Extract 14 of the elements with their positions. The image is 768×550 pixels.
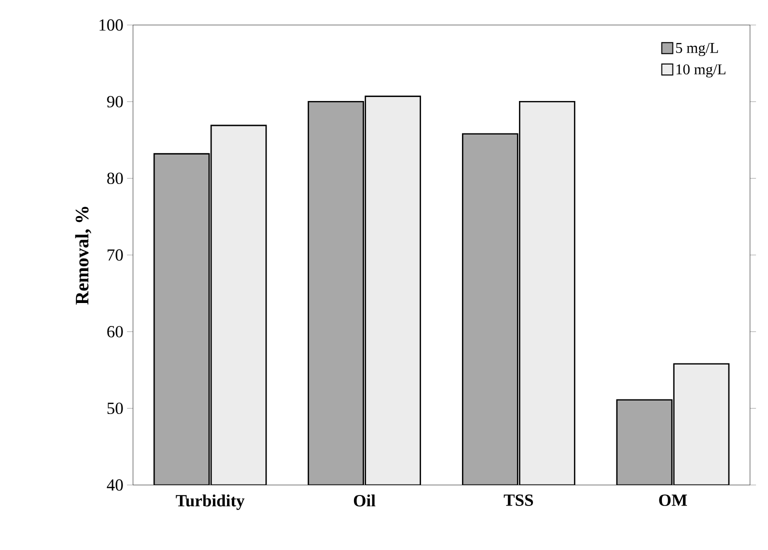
y-tick-label: 80 — [107, 172, 123, 184]
y-tick-label: 100 — [100, 19, 123, 31]
y-axis-title: Removal, % — [75, 206, 92, 305]
x-tick-label: TSS — [504, 494, 533, 506]
y-tick-label: 50 — [108, 402, 123, 414]
legend-label: 5 mg/L — [676, 42, 718, 56]
x-tick-label: Oil — [354, 494, 376, 506]
y-tick-label: 40 — [106, 479, 123, 491]
x-tick-label: OM — [659, 494, 687, 506]
x-tick-label: Turbidity — [176, 494, 244, 510]
y-tick-label: 60 — [107, 326, 123, 338]
y-tick-label: 90 — [107, 96, 123, 108]
legend-label: 10 mg/L — [676, 64, 726, 78]
y-tick-label: 70 — [108, 249, 123, 261]
